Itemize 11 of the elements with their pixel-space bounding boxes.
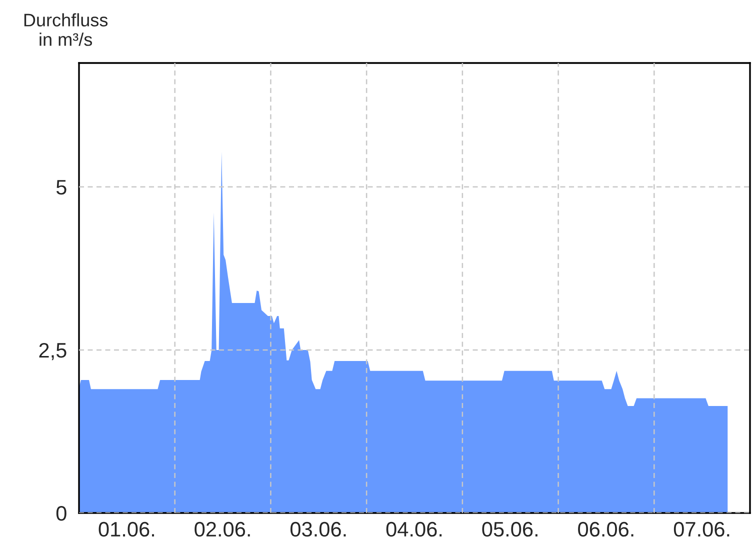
y-tick-label: 5 (56, 180, 66, 195)
x-tick-label: 04.06. (386, 522, 442, 537)
y-tick-label: 0 (56, 506, 66, 521)
y-axis-title: Durchfluss in m³/s (24, 13, 108, 46)
x-tick-label: 01.06. (98, 522, 154, 537)
x-tick-label: 07.06. (674, 522, 730, 537)
x-tick-label: 02.06. (194, 522, 250, 537)
x-tick-label: 05.06. (482, 522, 538, 537)
x-tick-label: 06.06. (578, 522, 634, 537)
x-tick-label: 03.06. (290, 522, 346, 537)
y-tick-label: 2,5 (39, 342, 66, 360)
